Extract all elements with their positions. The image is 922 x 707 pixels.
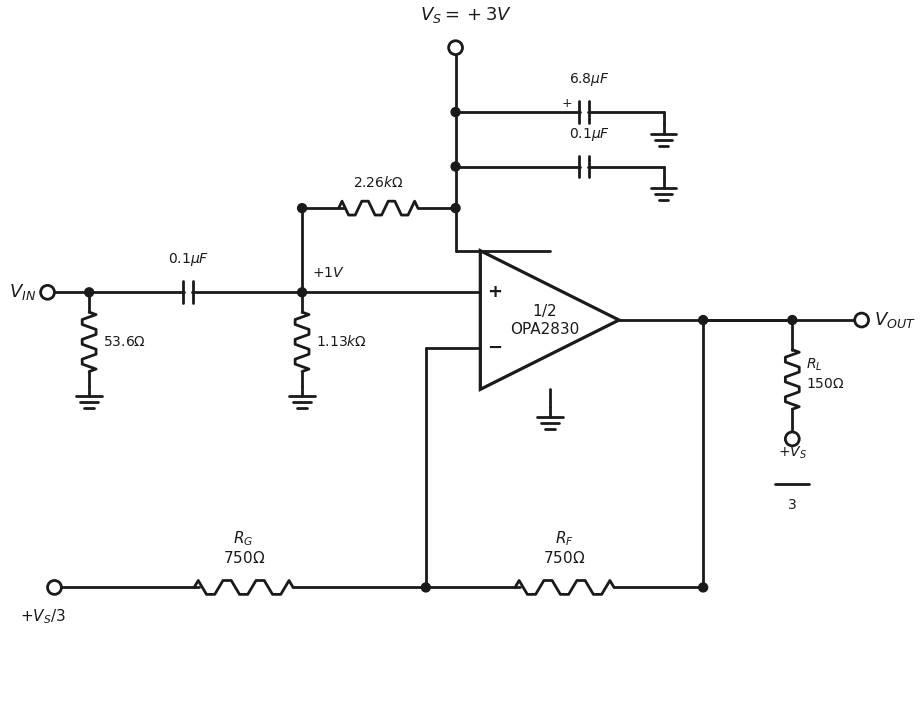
- Circle shape: [298, 204, 306, 213]
- Text: +: +: [561, 97, 572, 110]
- Text: $V_S = +3V$: $V_S = +3V$: [420, 5, 511, 25]
- Circle shape: [699, 315, 707, 325]
- Text: $1/2$: $1/2$: [533, 302, 557, 319]
- Circle shape: [855, 313, 869, 327]
- Circle shape: [786, 432, 799, 446]
- Circle shape: [298, 288, 306, 297]
- Text: $53.6\Omega$: $53.6\Omega$: [103, 335, 146, 349]
- Circle shape: [699, 583, 707, 592]
- Circle shape: [41, 286, 54, 299]
- Text: $0.1\mu F$: $0.1\mu F$: [569, 126, 609, 143]
- Circle shape: [421, 583, 431, 592]
- Circle shape: [451, 204, 460, 213]
- Text: $3$: $3$: [787, 498, 798, 513]
- Text: $750\Omega$: $750\Omega$: [543, 549, 585, 566]
- Text: $V_{OUT}$: $V_{OUT}$: [873, 310, 916, 330]
- Text: $6.8\mu F$: $6.8\mu F$: [569, 71, 609, 88]
- Text: OPA2830: OPA2830: [510, 322, 579, 337]
- Text: $+1V$: $+1V$: [312, 267, 345, 281]
- Text: $1.13k\Omega$: $1.13k\Omega$: [316, 334, 367, 349]
- Text: $R_L$: $R_L$: [806, 356, 822, 373]
- Text: +: +: [487, 284, 502, 301]
- Circle shape: [449, 41, 463, 54]
- Text: $+V_S/3$: $+V_S/3$: [19, 607, 65, 626]
- Text: $150\Omega$: $150\Omega$: [806, 378, 845, 392]
- Circle shape: [451, 162, 460, 171]
- Circle shape: [85, 288, 94, 297]
- Circle shape: [48, 580, 62, 595]
- Text: $2.26k\Omega$: $2.26k\Omega$: [353, 175, 404, 190]
- Text: −: −: [487, 339, 502, 357]
- Text: $750\Omega$: $750\Omega$: [222, 549, 265, 566]
- Text: $R_F$: $R_F$: [555, 529, 573, 548]
- Circle shape: [451, 107, 460, 117]
- Text: $R_G$: $R_G$: [233, 529, 254, 548]
- Circle shape: [787, 315, 797, 325]
- Text: $0.1\mu F$: $0.1\mu F$: [168, 250, 208, 267]
- Text: $+V_S$: $+V_S$: [778, 444, 807, 461]
- Text: $V_{IN}$: $V_{IN}$: [8, 282, 36, 303]
